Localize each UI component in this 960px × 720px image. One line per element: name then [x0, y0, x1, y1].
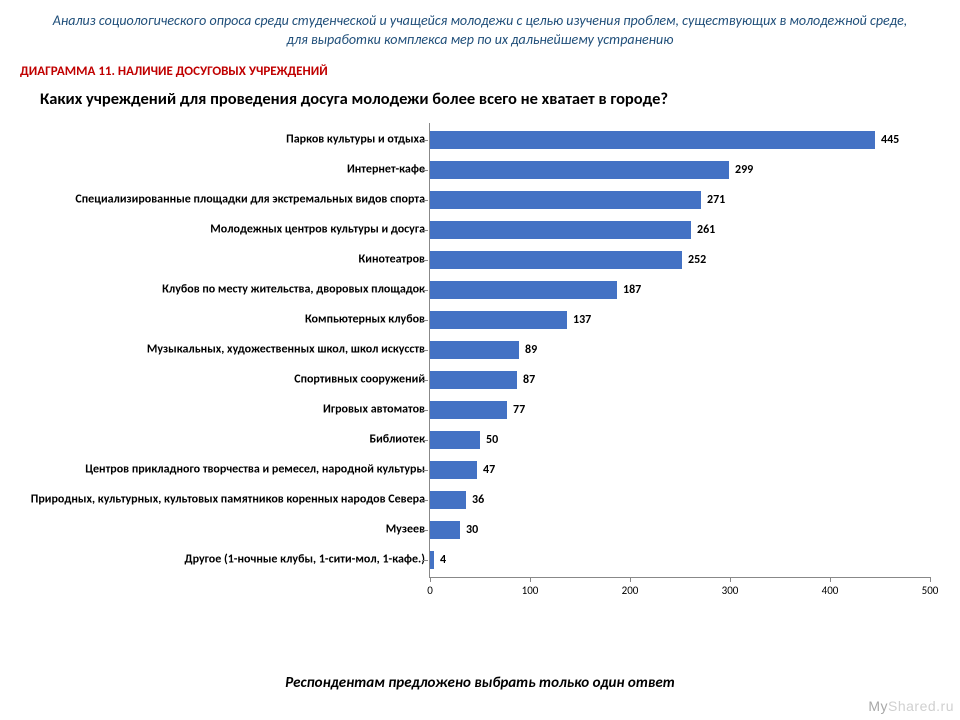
- x-tick: [430, 577, 431, 582]
- chart-row: Кинотеатров 252: [30, 245, 940, 275]
- value-label: 252: [688, 253, 706, 267]
- chart-row: Другое (1-ночные клубы, 1-сити-мол, 1-ка…: [30, 545, 940, 575]
- bar: [430, 251, 682, 269]
- footer-note: Респондентам предложено выбрать только о…: [0, 674, 960, 692]
- category-label: Библиотек: [30, 433, 425, 446]
- x-tick-label: 300: [722, 584, 739, 597]
- value-label: 445: [881, 133, 899, 147]
- category-label: Спортивных сооружений: [30, 373, 425, 386]
- y-tick: [422, 560, 428, 561]
- watermark-right: Shared.ru: [888, 698, 954, 714]
- chart-row: Природных, культурных, культовых памятни…: [30, 485, 940, 515]
- chart-title: Каких учреждений для проведения досуга м…: [40, 89, 940, 109]
- diagram-label: ДИАГРАММА 11. НАЛИЧИЕ ДОСУГОВЫХ УЧРЕЖДЕН…: [20, 64, 940, 79]
- value-label: 36: [472, 493, 484, 507]
- chart-row: Игровых автоматов 77: [30, 395, 940, 425]
- y-tick: [422, 530, 428, 531]
- x-tick: [830, 577, 831, 582]
- category-label: Специализированные площадки для экстрема…: [30, 193, 425, 206]
- bar: [430, 311, 567, 329]
- x-tick-label: 0: [427, 584, 433, 597]
- category-label: Компьютерных клубов: [30, 313, 425, 326]
- value-label: 261: [697, 223, 715, 237]
- category-label: Игровых автоматов: [30, 403, 425, 416]
- bar: [430, 371, 517, 389]
- watermark: MyShared.ru: [868, 698, 954, 714]
- y-axis: [429, 123, 430, 577]
- bar: [430, 551, 434, 569]
- bar: [430, 431, 480, 449]
- x-axis: [429, 577, 931, 578]
- value-label: 187: [623, 283, 641, 297]
- value-label: 30: [466, 523, 478, 537]
- chart-plot: Парков культуры и отдыха 445 Интернет-кафе…: [30, 123, 940, 613]
- chart-row: Музыкальных, художественных школ, школ и…: [30, 335, 940, 365]
- value-label: 77: [513, 403, 525, 417]
- x-tick-label: 200: [622, 584, 639, 597]
- category-label: Парков культуры и отдыха: [30, 133, 425, 146]
- bar: [430, 341, 519, 359]
- chart-area: Парков культуры и отдыха 445 Интернет-кафе…: [30, 123, 940, 613]
- y-tick: [422, 350, 428, 351]
- y-tick: [422, 290, 428, 291]
- bar: [430, 521, 460, 539]
- page-header: Анализ социологического опроса среди сту…: [50, 12, 910, 50]
- y-tick: [422, 170, 428, 171]
- bar: [430, 461, 477, 479]
- chart-row: Музеев 30: [30, 515, 940, 545]
- y-tick: [422, 410, 428, 411]
- bar: [430, 401, 507, 419]
- y-tick: [422, 500, 428, 501]
- x-tick: [730, 577, 731, 582]
- y-tick: [422, 230, 428, 231]
- bar: [430, 491, 466, 509]
- category-label: Природных, культурных, культовых памятни…: [30, 493, 425, 506]
- bar: [430, 131, 875, 149]
- value-label: 271: [707, 193, 725, 207]
- x-tick: [530, 577, 531, 582]
- category-label: Другое (1-ночные клубы, 1-сити-мол, 1-ка…: [30, 553, 425, 566]
- chart-row: Специализированные площадки для экстрема…: [30, 185, 940, 215]
- y-tick: [422, 440, 428, 441]
- value-label: 4: [440, 553, 446, 567]
- x-tick-label: 100: [522, 584, 539, 597]
- category-label: Молодежных центров культуры и досуга: [30, 223, 425, 236]
- y-tick: [422, 380, 428, 381]
- chart-row: Спортивных сооружений 87: [30, 365, 940, 395]
- category-label: Музеев: [30, 523, 425, 536]
- chart-row: Интернет-кафе 299: [30, 155, 940, 185]
- chart-row: Центров прикладного творчества и ремесел…: [30, 455, 940, 485]
- y-tick: [422, 260, 428, 261]
- x-tick-label: 500: [922, 584, 939, 597]
- chart-row: Библиотек 50: [30, 425, 940, 455]
- bar: [430, 281, 617, 299]
- y-tick: [422, 200, 428, 201]
- bar: [430, 221, 691, 239]
- value-label: 87: [523, 373, 535, 387]
- category-label: Музыкальных, художественных школ, школ и…: [30, 343, 425, 356]
- value-label: 89: [525, 343, 537, 357]
- x-tick-label: 400: [822, 584, 839, 597]
- value-label: 299: [735, 163, 753, 177]
- watermark-left: My: [868, 698, 888, 714]
- chart-row: Компьютерных клубов 137: [30, 305, 940, 335]
- value-label: 47: [483, 463, 495, 477]
- y-tick: [422, 140, 428, 141]
- x-tick: [930, 577, 931, 582]
- bar: [430, 191, 701, 209]
- value-label: 50: [486, 433, 498, 447]
- chart-row: Клубов по месту жительства, дворовых пло…: [30, 275, 940, 305]
- category-label: Кинотеатров: [30, 253, 425, 266]
- value-label: 137: [573, 313, 591, 327]
- x-tick: [630, 577, 631, 582]
- y-tick: [422, 470, 428, 471]
- bar: [430, 161, 729, 179]
- category-label: Клубов по месту жительства, дворовых пло…: [30, 283, 425, 296]
- y-tick: [422, 320, 428, 321]
- chart-row: Молодежных центров культуры и досуга 261: [30, 215, 940, 245]
- chart-row: Парков культуры и отдыха 445: [30, 125, 940, 155]
- category-label: Интернет-кафе: [30, 163, 425, 176]
- category-label: Центров прикладного творчества и ремесел…: [30, 463, 425, 476]
